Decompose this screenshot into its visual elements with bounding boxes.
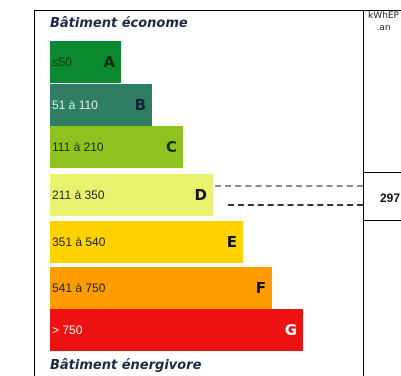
class-d-letter: D bbox=[194, 186, 207, 204]
unit-line-1: kWhEP bbox=[368, 11, 399, 21]
table-top-border bbox=[34, 10, 401, 11]
energy-class-a-bar: ≤50 A bbox=[50, 41, 121, 83]
class-a-range: ≤50 bbox=[52, 55, 72, 69]
table-left-border bbox=[34, 10, 35, 376]
energy-class-b-bar: 51 à 110 B bbox=[50, 84, 152, 126]
value-cell-bottom-border bbox=[363, 220, 401, 221]
class-g-range: > 750 bbox=[52, 323, 83, 337]
energy-class-g-bar: > 750 G bbox=[50, 309, 303, 351]
unit-header: kWhEP .an bbox=[366, 10, 401, 34]
energy-class-f-bar: 541 à 750 F bbox=[50, 267, 272, 309]
energy-class-e-bar: 351 à 540 E bbox=[50, 221, 243, 263]
class-c-letter: C bbox=[165, 138, 177, 156]
class-d-range: 211 à 350 bbox=[52, 188, 105, 202]
table-column-divider bbox=[363, 10, 364, 376]
class-f-letter: F bbox=[255, 279, 266, 297]
current-consumption-value: 297 bbox=[380, 191, 401, 205]
value-cell-top-border bbox=[363, 172, 401, 173]
class-e-range: 351 à 540 bbox=[52, 235, 106, 249]
class-b-letter: B bbox=[134, 96, 146, 114]
unit-line-2: .an bbox=[376, 23, 391, 33]
current-value-pointer-line bbox=[215, 185, 363, 187]
current-value-pointer-dashes bbox=[228, 204, 363, 206]
class-a-letter: A bbox=[103, 53, 115, 71]
class-g-letter: G bbox=[284, 321, 297, 339]
class-b-range: 51 à 110 bbox=[52, 98, 98, 112]
class-f-range: 541 à 750 bbox=[52, 281, 106, 295]
energy-intensive-building-label: Bâtiment énergivore bbox=[50, 358, 202, 373]
class-c-range: 111 à 210 bbox=[52, 140, 104, 154]
economical-building-label: Bâtiment économe bbox=[50, 16, 188, 31]
class-e-letter: E bbox=[226, 233, 237, 251]
energy-class-d-bar: 211 à 350 D bbox=[50, 174, 213, 216]
energy-class-c-bar: 111 à 210 C bbox=[50, 126, 183, 168]
